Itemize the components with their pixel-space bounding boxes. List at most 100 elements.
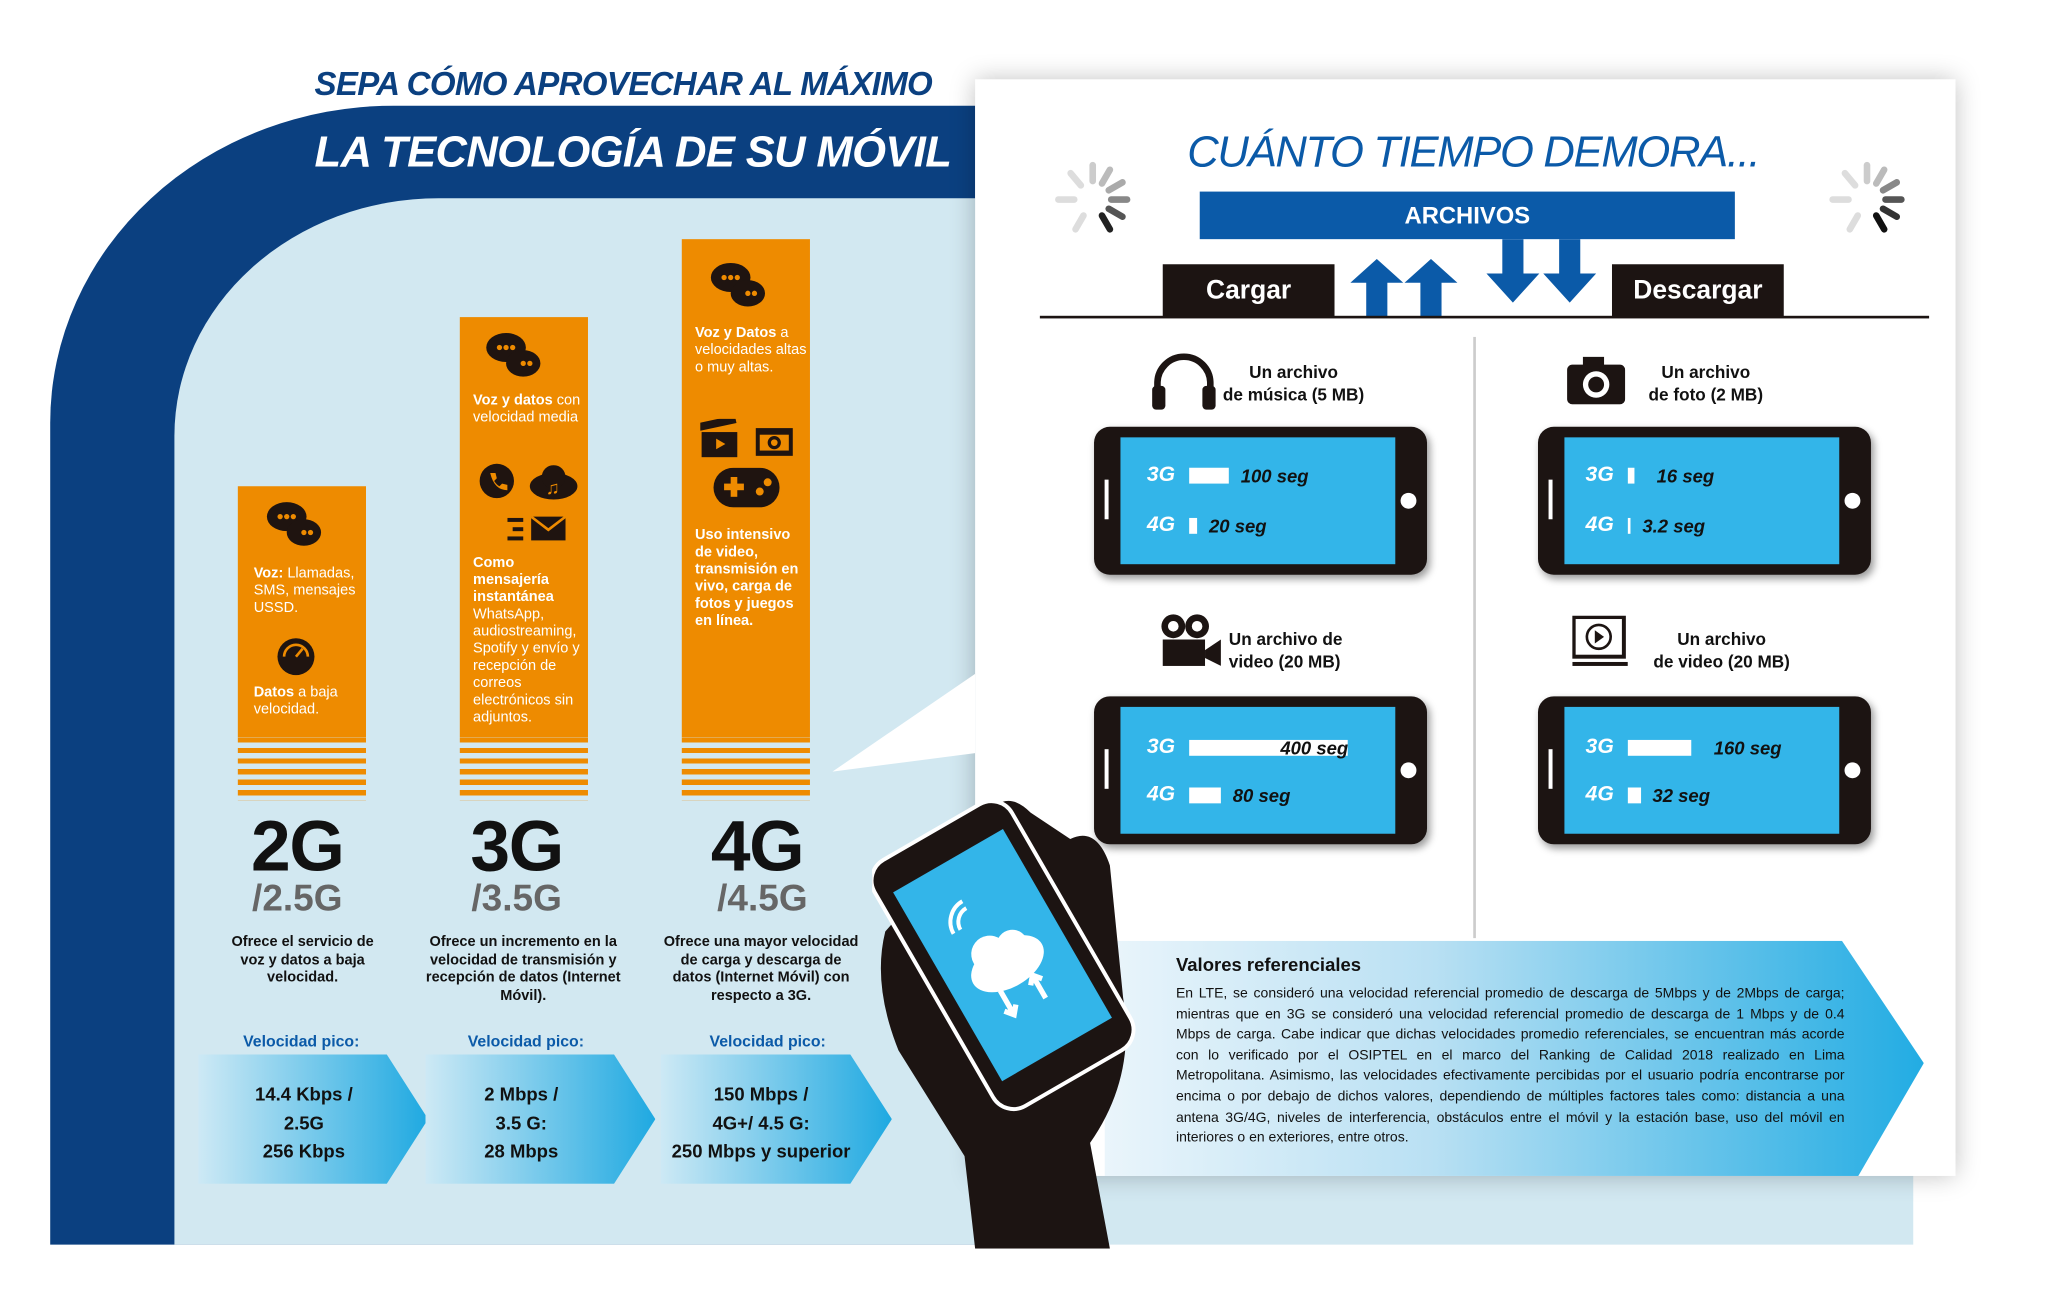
gen-4g-peak-label: Velocidad pico: bbox=[709, 1031, 826, 1051]
title-line: video (20 MB) bbox=[1228, 651, 1341, 672]
phone-call-icon bbox=[479, 463, 514, 499]
tech-label: 3G bbox=[1585, 735, 1614, 759]
loading-spinner-icon bbox=[1055, 161, 1131, 233]
panel-video2-title: Un archivo de video (20 MB) bbox=[1644, 628, 1800, 673]
tech-label: 4G bbox=[1146, 513, 1176, 537]
email-icon bbox=[507, 515, 567, 541]
clapperboard-icon bbox=[700, 418, 738, 458]
time-bar bbox=[1189, 517, 1198, 534]
peak-line: 4G+/ 4.5 G: bbox=[712, 1111, 810, 1134]
row-3g: 3G 160 seg bbox=[1586, 736, 1782, 760]
gen-2g-description: Ofrece el servicio de voz y datos a baja… bbox=[231, 934, 374, 986]
time-bar bbox=[1627, 517, 1631, 534]
chat-bubbles-icon bbox=[486, 332, 541, 377]
svg-text:♫: ♫ bbox=[546, 477, 560, 498]
title-line: Un archivo de bbox=[1228, 628, 1343, 649]
time-value: 32 seg bbox=[1652, 784, 1711, 806]
bar-4g-bold2: Uso intensivo de video, transmisión en v… bbox=[695, 527, 799, 629]
panel-music-title: Un archivo de música (5 MB) bbox=[1213, 361, 1374, 406]
video-camera-icon bbox=[1161, 614, 1221, 666]
bar-4g: Voz y Datos a velocidades altas o muy al… bbox=[681, 239, 810, 738]
time-value: 3.2 seg bbox=[1642, 515, 1706, 537]
title-line: de video (20 MB) bbox=[1653, 651, 1790, 672]
speech-pointer bbox=[832, 673, 976, 772]
chat-bubbles-icon bbox=[266, 502, 322, 546]
tech-label: 4G bbox=[1146, 783, 1176, 806]
time-bar bbox=[1189, 739, 1348, 756]
headphones-icon bbox=[1152, 353, 1216, 410]
row-4g: 4G 20 seg bbox=[1147, 514, 1267, 538]
tech-label: 4G bbox=[1585, 513, 1614, 537]
vertical-divider bbox=[1473, 336, 1476, 939]
title-line: Un archivo bbox=[1661, 362, 1751, 382]
peak-line: 250 Mbps y superior bbox=[671, 1140, 851, 1162]
hand-holding-phone-illustration bbox=[872, 799, 1136, 1249]
bar-2g-text2: a baja velocidad. bbox=[253, 684, 338, 718]
time-bar bbox=[1189, 787, 1221, 804]
bar-3g-text2: WhatsApp, audiostreaming, Spotify y enví… bbox=[473, 606, 580, 726]
peak-line: 256 Kbps bbox=[262, 1140, 346, 1162]
download-arrows-icon bbox=[1486, 239, 1597, 303]
peak-line: 14.4 Kbps / bbox=[255, 1083, 353, 1105]
gen-2g-label: 2G bbox=[251, 807, 345, 887]
bar-4g-stripes bbox=[681, 737, 810, 801]
loading-spinner-icon bbox=[1829, 161, 1905, 233]
gen-4g-sub: /4.5G bbox=[717, 877, 808, 919]
time-bar bbox=[1627, 467, 1635, 484]
phone-video-download: 3G 160 seg 4G 32 seg bbox=[1537, 696, 1871, 845]
row-3g: 3G 400 seg bbox=[1147, 736, 1348, 760]
gen-3g-description: Ofrece un incremento en la velocidad de … bbox=[425, 934, 621, 1004]
title-line: de foto (2 MB) bbox=[1648, 384, 1764, 405]
title-line: Un archivo bbox=[1249, 362, 1338, 382]
bar-2g-text1: Llamadas, SMS, mensajes USSD. bbox=[253, 565, 356, 616]
bar-2g: Voz: Llamadas, SMS, mensajes USSD. Datos… bbox=[237, 486, 367, 738]
header-line1: SEPA CÓMO APROVECHAR AL MÁXIMO bbox=[314, 66, 933, 104]
tech-label: 4G bbox=[1585, 783, 1614, 806]
peak-line: 28 Mbps bbox=[484, 1140, 559, 1162]
upload-arrows-icon bbox=[1350, 258, 1458, 318]
time-bar bbox=[1627, 739, 1692, 756]
time-value: 80 seg bbox=[1232, 784, 1291, 806]
speedometer-icon bbox=[277, 638, 315, 676]
phone-video-upload: 3G 400 seg 4G 80 seg bbox=[1094, 696, 1428, 845]
time-value: 16 seg bbox=[1656, 465, 1715, 487]
note-title: Valores referenciales bbox=[1175, 953, 1362, 976]
bar-4g-text1: a velocidades altas o muy altas. bbox=[695, 325, 807, 376]
gen-2g-peak-speed: 14.4 Kbps / 2.5G 256 Kbps bbox=[198, 1054, 429, 1184]
gen-3g-sub: /3.5G bbox=[471, 877, 562, 919]
phone-music: 3G 100 seg 4G 20 seg bbox=[1094, 426, 1428, 575]
card-title: CUÁNTO TIEMPO DEMORA... bbox=[1187, 126, 1760, 176]
bar-2g-bold1: Voz: bbox=[253, 565, 284, 582]
row-3g: 3G 100 seg bbox=[1147, 464, 1309, 488]
bar-3g-bold1: Voz y datos bbox=[473, 392, 553, 409]
peak-line: 2 Mbps / bbox=[484, 1083, 559, 1105]
peak-line: 3.5 G: bbox=[495, 1111, 547, 1134]
title-line: Un archivo bbox=[1677, 628, 1767, 649]
note-body: En LTE, se consideró una velocidad refer… bbox=[1175, 985, 1845, 1146]
bar-3g-bold2: Como mensajería instantánea bbox=[473, 554, 554, 606]
bar-3g: Voz y datos con velocidad media ♫ Como m… bbox=[459, 317, 588, 738]
gen-2g-sub: /2.5G bbox=[252, 877, 343, 919]
time-value: 400 seg bbox=[1280, 737, 1349, 759]
phone-photo: 3G 16 seg 4G 3.2 seg bbox=[1537, 426, 1871, 575]
row-4g: 4G 3.2 seg bbox=[1586, 514, 1706, 538]
gen-4g-label: 4G bbox=[710, 807, 805, 887]
gen-4g-peak-speed: 150 Mbps / 4G+/ 4.5 G: 250 Mbps y superior bbox=[660, 1054, 892, 1184]
bar-3g-text1: con velocidad media bbox=[473, 392, 581, 426]
tech-label: 3G bbox=[1146, 463, 1176, 487]
header-line2: LA TECNOLOGÍA DE SU MÓVIL bbox=[314, 126, 952, 176]
bar-4g-bold1: Voz y Datos bbox=[695, 325, 777, 341]
time-value: 20 seg bbox=[1208, 515, 1267, 537]
chat-bubbles-icon bbox=[710, 262, 766, 307]
tech-label: 3G bbox=[1146, 735, 1176, 759]
title-line: de música (5 MB) bbox=[1222, 384, 1365, 405]
gen-3g-peak-label: Velocidad pico: bbox=[467, 1031, 585, 1051]
gamepad-icon bbox=[713, 467, 780, 508]
tech-label: 3G bbox=[1585, 463, 1614, 487]
time-bar bbox=[1627, 787, 1641, 804]
camera-icon bbox=[1567, 356, 1626, 405]
camera-icon bbox=[755, 428, 793, 456]
bar-2g-stripes bbox=[237, 737, 367, 801]
time-value: 100 seg bbox=[1240, 465, 1309, 487]
gen-3g-label: 3G bbox=[470, 807, 564, 887]
